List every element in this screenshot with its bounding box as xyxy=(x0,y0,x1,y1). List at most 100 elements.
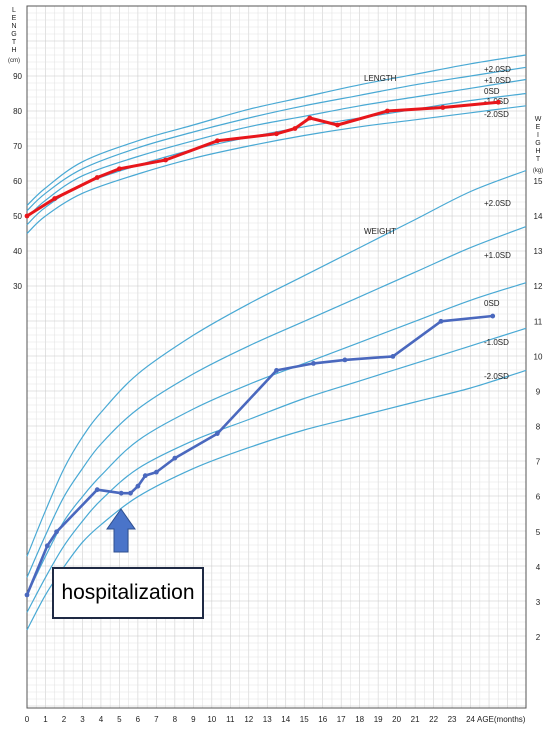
length-ref-label: -2.0SD xyxy=(484,110,509,119)
weight-ref-curve-2 xyxy=(26,282,527,596)
weight-tick-label: 4 xyxy=(536,563,541,572)
length-data-point xyxy=(24,213,30,219)
weight-group-label: WEIGHT xyxy=(364,227,396,236)
length-data-point xyxy=(214,138,220,144)
x-tick-label: 18 xyxy=(355,715,364,724)
x-tick-label: 4 xyxy=(99,715,104,724)
x-tick-label: 17 xyxy=(337,715,346,724)
length-data-point xyxy=(307,115,313,121)
length-tick-label: 60 xyxy=(13,177,22,186)
weight-ref-label: -2.0SD xyxy=(484,372,509,381)
length-tick-label: 50 xyxy=(13,212,22,221)
x-tick-label: 7 xyxy=(154,715,159,724)
x-tick-label: 11 xyxy=(226,715,235,724)
weight-tick-label: 2 xyxy=(536,633,541,642)
length-axis-letter: G xyxy=(11,31,16,38)
hospitalization-callout: hospitalization xyxy=(52,567,204,619)
patient-series xyxy=(24,99,501,598)
x-tick-label: 2 xyxy=(62,715,67,724)
length-axis-letter: L xyxy=(12,7,16,14)
length-group-label: LENGTH xyxy=(364,74,397,83)
weight-axis-letter: W xyxy=(535,116,542,123)
length-data-point xyxy=(495,99,501,105)
hospitalization-label: hospitalization xyxy=(61,581,195,604)
weight-tick-label: 11 xyxy=(534,317,543,326)
weight-axis-letter: G xyxy=(535,140,540,147)
length-ref-curve-1 xyxy=(26,66,527,212)
weight-ref-curve-0 xyxy=(26,169,527,557)
length-axis-letter: N xyxy=(11,23,16,30)
length-axis-letter: H xyxy=(11,47,16,54)
length-axis-letter: E xyxy=(12,15,17,22)
x-tick-label: 20 xyxy=(392,715,401,724)
length-data-point xyxy=(440,105,446,110)
weight-axis-letter: H xyxy=(535,148,540,155)
weight-data-point xyxy=(153,469,159,475)
x-tick-label: 19 xyxy=(374,715,383,724)
weight-tick-label: 7 xyxy=(536,458,541,467)
weight-data-point xyxy=(44,543,50,549)
weight-ref-label: 0SD xyxy=(484,299,500,308)
weight-data-point xyxy=(438,318,444,324)
length-ref-label: +1.0SD xyxy=(484,76,511,85)
x-tick-label: 6 xyxy=(136,715,141,724)
length-data-point xyxy=(163,157,169,163)
length-ref-curve-2 xyxy=(26,78,527,219)
length-data-point xyxy=(274,131,279,137)
weight-ref-curve-4 xyxy=(26,369,527,631)
grid xyxy=(26,5,527,709)
length-tick-label: 70 xyxy=(13,142,22,151)
length-ref-label: +2.0SD xyxy=(484,65,511,74)
length-tick-label: 80 xyxy=(13,107,22,116)
weight-data-point xyxy=(342,357,348,363)
length-ref-curve-4 xyxy=(26,105,527,234)
x-tick-label: 22 xyxy=(429,715,438,724)
length-series-line xyxy=(26,100,499,218)
length-ref-curve-0 xyxy=(26,54,527,206)
weight-axis-letter: T xyxy=(536,156,541,163)
weight-data-point xyxy=(390,353,396,359)
x-tick-label: 9 xyxy=(191,715,196,724)
weight-data-point xyxy=(311,361,316,366)
weight-data-point xyxy=(54,529,59,535)
weight-tick-label: 10 xyxy=(534,352,543,361)
weight-data-point xyxy=(274,368,279,373)
x-tick-label: 3 xyxy=(80,715,85,724)
x-tick-label: 8 xyxy=(173,715,178,724)
x-tick-label: 1 xyxy=(43,715,48,724)
x-tick-label: 15 xyxy=(300,715,309,724)
weight-ref-label: +2.0SD xyxy=(484,199,511,208)
weight-axis-unit: (kg) xyxy=(533,168,543,174)
length-ref-label: 0SD xyxy=(484,87,500,96)
weight-data-point xyxy=(118,490,124,496)
length-tick-label: 40 xyxy=(13,247,22,256)
weight-data-point xyxy=(94,487,100,493)
x-tick-label: 0 xyxy=(25,715,30,724)
weight-axis-letter: E xyxy=(536,124,541,131)
weight-ref-curve-1 xyxy=(26,226,527,578)
weight-data-point xyxy=(142,473,148,479)
length-data-point xyxy=(52,196,58,201)
weight-tick-label: 13 xyxy=(534,247,543,256)
x-tick-label: 24 xyxy=(466,715,475,724)
length-data-point xyxy=(117,166,122,172)
weight-data-point xyxy=(490,313,496,319)
x-tick-label: 23 xyxy=(448,715,457,724)
weight-ref-label: +1.0SD xyxy=(484,251,511,260)
plot-frame xyxy=(26,5,527,709)
length-data-point xyxy=(292,126,298,131)
x-tick-label: 14 xyxy=(281,715,290,724)
x-tick-label: 21 xyxy=(411,715,420,724)
weight-data-point xyxy=(214,431,220,436)
weight-tick-label: 14 xyxy=(534,212,543,221)
x-tick-label: 16 xyxy=(318,715,327,724)
weight-ref-curve-3 xyxy=(26,327,527,613)
weight-tick-label: 5 xyxy=(536,528,541,537)
length-data-point xyxy=(335,122,340,128)
length-axis-letter: T xyxy=(12,39,17,46)
x-axis-label: AGE(months) xyxy=(477,715,526,724)
weight-data-point xyxy=(128,490,133,496)
weight-ref-label: -1.0SD xyxy=(484,338,509,347)
axes: 0 1 2 3 4 5 6 7 8 9 10 11 12 13 14 15 16 17 18 19 20 21 22 23 24… xyxy=(8,7,543,724)
weight-tick-label: 12 xyxy=(534,282,543,291)
